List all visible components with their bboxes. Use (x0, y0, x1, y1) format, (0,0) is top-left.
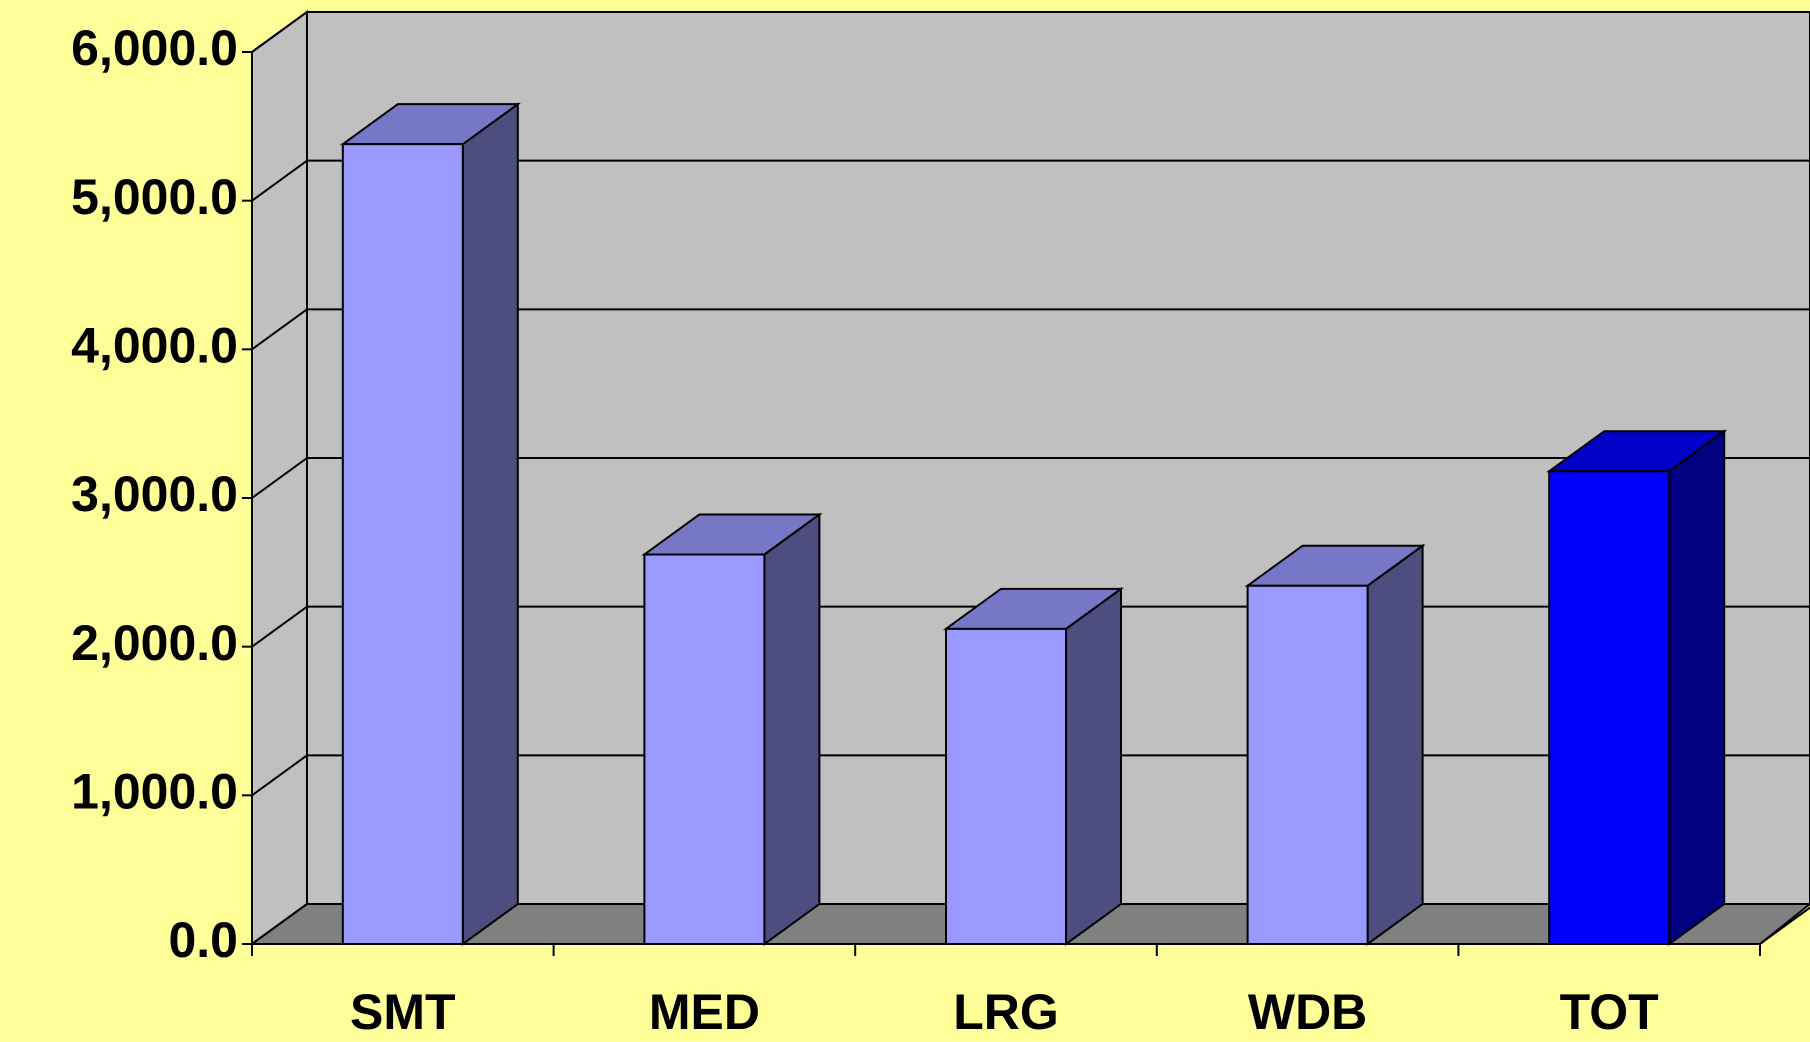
bar-side (1668, 429, 1726, 946)
x-tick-label: WDB (1248, 984, 1367, 1040)
x-tick-label: MED (649, 984, 760, 1040)
grid-line-side (251, 11, 308, 53)
y-tick-label: 2,000.0 (71, 615, 238, 671)
bar (641, 512, 823, 946)
y-tick-label: 1,000.0 (71, 764, 238, 820)
bar-front (643, 553, 766, 945)
y-tick-label: 0.0 (168, 912, 238, 968)
grid-line-side (251, 457, 308, 499)
grid-line-side (251, 308, 308, 351)
bar (1546, 429, 1728, 946)
bar-side (1065, 586, 1122, 946)
x-tick-label: SMT (350, 984, 456, 1040)
grid-line-side (251, 754, 308, 797)
y-tick-label: 3,000.0 (71, 466, 238, 522)
bar-side (763, 512, 821, 946)
grid-line-side (251, 903, 308, 945)
bar (339, 102, 521, 946)
grid-line-side (251, 159, 308, 202)
x-tick-label: TOT (1560, 984, 1659, 1040)
y-tick-label: 6,000.0 (71, 20, 238, 76)
bar (942, 586, 1125, 946)
floor-edge (1759, 906, 1810, 945)
bar-side (461, 102, 519, 946)
bar-front (341, 143, 464, 945)
y-tick-label: 5,000.0 (71, 169, 238, 225)
bar-side (1366, 543, 1424, 946)
bar-front (1548, 470, 1671, 945)
bar-front (1246, 584, 1369, 945)
bar-front (945, 627, 1067, 945)
y-tick-label: 4,000.0 (71, 318, 238, 374)
grid-line-side (251, 605, 308, 648)
bar (1244, 543, 1426, 946)
x-tick-label: LRG (953, 984, 1059, 1040)
